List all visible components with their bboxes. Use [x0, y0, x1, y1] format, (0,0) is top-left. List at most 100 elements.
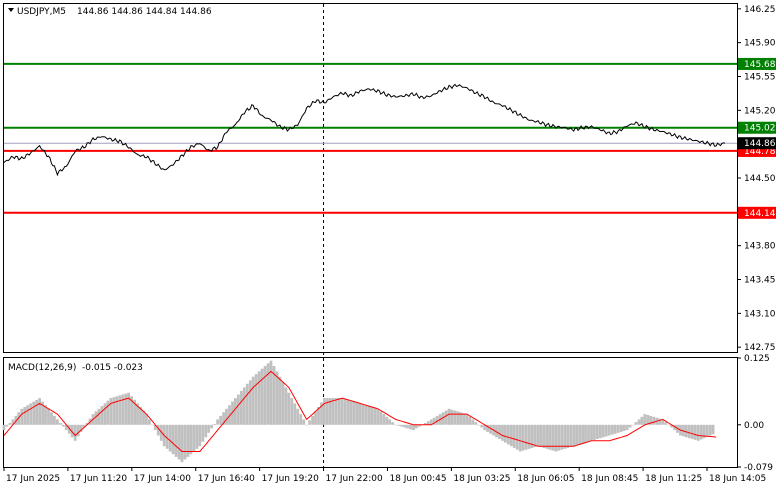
macd-histogram-bar [462, 413, 466, 425]
price-y-tick-label: 143.10 [744, 309, 776, 319]
macd-histogram-bar [596, 424, 599, 439]
macd-histogram-bar [245, 383, 249, 425]
macd-histogram-bar [180, 424, 184, 463]
macd-histogram-bar [554, 424, 558, 452]
macd-histogram-bar [432, 417, 436, 425]
price-series-line [3, 83, 726, 177]
macd-histogram-bar [14, 415, 18, 425]
macd-histogram-bar [409, 424, 412, 430]
macd-histogram-bar [548, 424, 552, 450]
macd-histogram-bar [447, 408, 451, 425]
macd-histogram-bar [201, 424, 205, 442]
macd-histogram-bar [691, 424, 694, 439]
macd-histogram-bar [646, 415, 650, 425]
macd-signal-line [3, 370, 717, 452]
macd-histogram-bar [415, 424, 418, 429]
macd-histogram-bar [566, 424, 570, 448]
macd-histogram-bar [337, 398, 341, 425]
current-price-label: 144.86 [744, 139, 776, 149]
x-tick-label: 17 Jun 2025 [6, 474, 60, 484]
macd-histogram-bar [53, 415, 56, 425]
macd-histogram-bar [510, 424, 513, 447]
macd-histogram-bar [38, 398, 41, 425]
level-price-label: 144.14 [744, 209, 776, 219]
macd-histogram-bar [563, 424, 567, 449]
macd-histogram-bar [477, 424, 481, 426]
macd-histogram-bar [622, 424, 626, 431]
macd-histogram-bar [82, 424, 86, 428]
macd-histogram-bar [112, 397, 116, 425]
macd-histogram-bar [118, 395, 122, 425]
x-tick-label: 18 Jun 11:25 [645, 474, 702, 484]
macd-histogram-bar [664, 422, 668, 425]
macd-histogram-bar [168, 424, 172, 452]
macd-histogram-bar [109, 398, 113, 425]
macd-histogram-bar [139, 407, 142, 425]
macd-histogram-bar [231, 401, 234, 425]
macd-histogram-bar [575, 424, 578, 446]
macd-histogram-bar [8, 423, 12, 425]
macd-histogram-bar [358, 403, 362, 425]
macd-histogram-bar [115, 396, 119, 425]
macd-histogram-bar [272, 366, 276, 425]
macd-histogram-bar [70, 424, 74, 438]
macd-histogram-bar [530, 424, 534, 448]
macd-histogram-bar [248, 380, 252, 425]
macd-histogram-bar [320, 402, 323, 425]
macd-histogram-bar [536, 424, 540, 447]
macd-histogram-bar [480, 424, 484, 428]
macd-histogram-bar [204, 424, 208, 438]
macd-histogram-bar [145, 414, 148, 425]
macd-histogram-bar [637, 419, 641, 425]
macd-histogram-bar [67, 424, 71, 434]
macd-histogram-bar [590, 424, 593, 441]
macd-histogram-bar [518, 424, 522, 452]
level-price-label: 145.02 [744, 124, 776, 134]
macd-histogram-bar [527, 424, 531, 449]
macd-histogram-bar [287, 392, 291, 425]
macd-histogram-bar [578, 424, 581, 445]
macd-histogram-bar [391, 422, 395, 425]
macd-histogram-bar [450, 409, 454, 425]
level-price-tag [738, 57, 776, 70]
main-chart-frame[interactable] [3, 3, 738, 353]
macd-histogram-bar [311, 415, 314, 425]
macd-histogram-bar [370, 407, 374, 425]
macd-histogram-bar [444, 410, 448, 425]
macd-histogram-bar [290, 398, 294, 425]
macd-histogram-bar [299, 414, 303, 425]
macd-histogram-bar [269, 360, 273, 425]
macd-histogram-bar [343, 399, 347, 425]
macd-histogram-bar [210, 424, 214, 429]
macd-histogram-bar [352, 401, 356, 425]
price-y-tick-label: 145.20 [744, 106, 776, 116]
macd-histogram-bar [251, 376, 255, 425]
macd-histogram-bar [207, 424, 211, 433]
macd-histogram-bar [47, 408, 50, 425]
macd-histogram-bar [685, 424, 688, 438]
macd-histogram-bar [100, 406, 104, 425]
macd-histogram-bar [483, 424, 487, 431]
macd-histogram-bar [148, 419, 151, 425]
macd-histogram-bar [515, 424, 519, 450]
macd-histogram-bar [367, 406, 371, 425]
macd-histogram-bar [29, 403, 33, 425]
macd-histogram-bar [23, 407, 27, 425]
x-tick-label: 17 Jun 11:20 [70, 474, 127, 484]
macd-histogram-bar [121, 394, 125, 425]
x-tick-label: 18 Jun 00:45 [389, 474, 446, 484]
macd-histogram-bar [400, 424, 403, 427]
macd-histogram-bar [569, 424, 573, 448]
macd-histogram-bar [177, 424, 181, 460]
x-tick-label: 18 Jun 08:45 [581, 474, 638, 484]
macd-histogram-bar [159, 424, 163, 441]
macd-histogram-bar [64, 424, 68, 431]
menu-triangle-icon[interactable] [8, 8, 14, 12]
macd-histogram-bar [153, 424, 157, 431]
x-tick-label: 18 Jun 06:05 [517, 474, 574, 484]
macd-histogram-bar [133, 399, 136, 425]
macd-histogram-bar [35, 399, 38, 425]
macd-histogram-bar [604, 424, 608, 437]
macd-header: MACD(12,26,9) -0.015 -0.023 [8, 363, 143, 373]
